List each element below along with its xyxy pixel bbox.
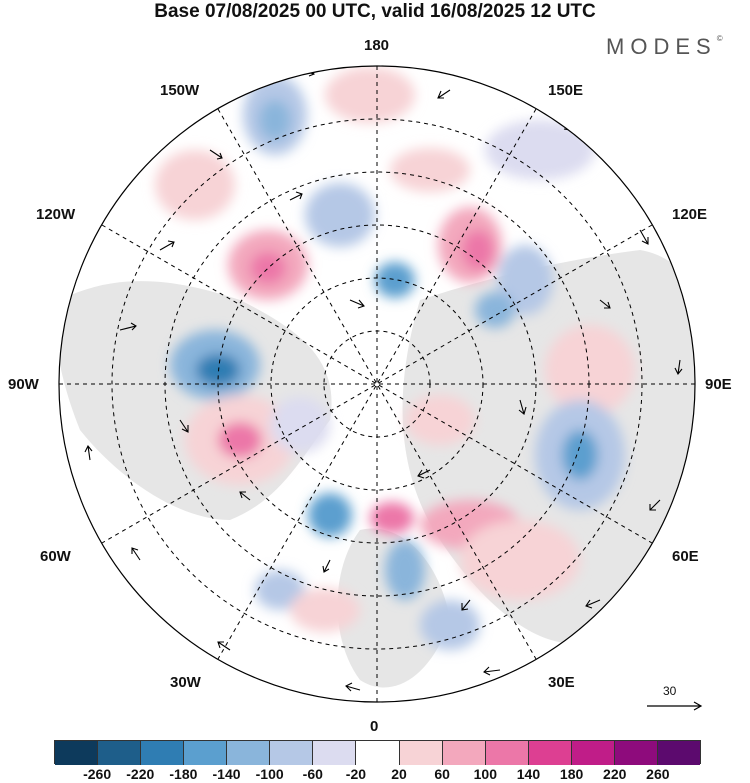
colorbar-tick-label: -60 [302,766,323,782]
colorbar-swatch [399,741,443,765]
reference-vector-label: 30 [663,684,677,698]
graticule [59,66,695,702]
modes-logo: MODES© [606,34,723,59]
lon-label-60w: 60W [40,548,71,565]
colorbar-swatch [485,741,529,765]
colorbar-swatch [270,741,314,765]
reference-vector-arrow [647,701,703,711]
colorbar [54,740,701,765]
lon-label-90e: 90E [705,376,732,393]
lon-label-120e: 120E [672,206,708,223]
colorbar-swatch [657,741,700,765]
colorbar-tick-label: 140 [516,766,541,782]
colorbar-tick-label: -220 [126,766,155,782]
colorbar-tick-label: -20 [345,766,367,782]
colorbar-swatch [141,741,185,765]
lon-label-60e: 60E [672,548,699,565]
colorbar-swatch [442,741,486,765]
colorbar-tick-label: 260 [646,766,670,782]
colorbar-swatch [614,741,658,765]
colorbar-tick-label: 220 [603,766,627,782]
map-title: Base 07/08/2025 00 UTC, valid 16/08/2025… [154,1,596,22]
colorbar-tick-label: 180 [559,766,584,782]
colorbar-swatch [184,741,228,765]
lon-label-150e: 150E [548,82,584,99]
map-disk [59,66,695,702]
colorbar-swatch [528,741,572,765]
colorbar-swatch [571,741,615,765]
colorbar-swatch [55,741,99,765]
colorbar-swatch [98,741,142,765]
colorbar-tick-label: 100 [473,766,498,782]
lon-label-30w: 30W [170,674,201,691]
lon-label-180: 180 [364,37,390,54]
colorbar-tick-label: -180 [169,766,198,782]
colorbar-swatch [313,741,357,765]
colorbar-tick-label: -100 [255,766,284,782]
polar-map [58,65,703,711]
wind-vectors [84,69,683,692]
lon-label-90w: 90W [8,376,39,393]
colorbar-swatch [356,741,400,765]
colorbar-swatch [227,741,271,765]
lon-label-0: 0 [370,718,379,735]
lon-label-150w: 150W [160,82,200,99]
anomaly-field [155,67,635,650]
colorbar-tick-label: -140 [212,766,241,782]
map-boundary [58,65,696,703]
colorbar-tick-label: 60 [434,766,450,782]
lon-label-120w: 120W [36,206,76,223]
colorbar-tick-label: -260 [83,766,112,782]
lon-label-30e: 30E [548,674,575,691]
colorbar-tick-label: 20 [391,766,407,782]
